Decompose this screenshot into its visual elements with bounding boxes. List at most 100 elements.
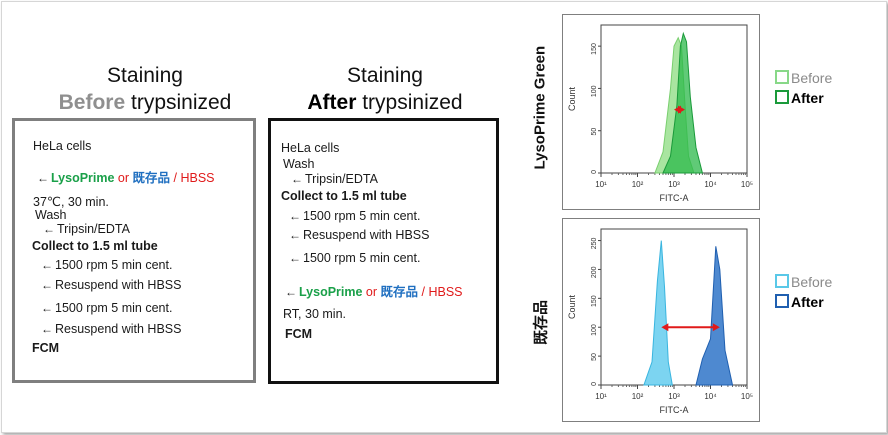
- y-axis-label: Count: [567, 295, 577, 320]
- step-collect: Collect to 1.5 ml tube: [32, 239, 158, 253]
- arrow-icon: ←: [289, 228, 301, 242]
- step-tripsin: ← Tripsin/EDTA: [43, 222, 130, 236]
- arrow-icon: ←: [41, 258, 53, 272]
- row-label-lysoprime: LysoPrime Green: [531, 45, 549, 170]
- histogram-panel-kizon: 10¹ 10² 10³ 10⁴ 10⁵ 0 50 100 150 200 250 FITC-A Coun…: [562, 218, 760, 422]
- step-incubation: RT, 30 min.: [283, 307, 346, 321]
- series-before: [643, 240, 673, 386]
- arrow-icon: ←: [41, 322, 53, 336]
- arrow-icon: ←: [289, 209, 301, 223]
- x-tick-label: 10⁴: [704, 392, 717, 401]
- y-tick-label: 250: [591, 237, 598, 249]
- arrow-icon: ←: [37, 171, 49, 185]
- shift-arrow-head-right: [677, 105, 685, 114]
- title-before-emph: Before: [58, 91, 126, 114]
- step-resusp2: ← Resuspend with HBSS: [41, 322, 181, 336]
- series-after: [695, 246, 734, 386]
- histogram-panel-lysoprime: 10¹ 10² 10³ 10⁴ 10⁵ 0 50 100 150 FITC-A Count: [562, 14, 760, 210]
- step-incubation: 37℃, 30 min.: [33, 195, 109, 209]
- y-axis-label: Count: [567, 87, 577, 112]
- protocol-after-box: HeLa cells Wash ← Tripsin/EDTA Collect to…: [268, 118, 499, 384]
- step-cent2: ← 1500 rpm 5 min cent.: [41, 301, 172, 315]
- step-cent1: ← 1500 rpm 5 min cent.: [289, 209, 420, 223]
- title-before: Staining Before trypsinized: [30, 62, 260, 116]
- title-after: Staining After trypsinized: [265, 62, 505, 116]
- title-after-emph: After: [307, 91, 357, 114]
- title-after-line1: Staining: [347, 64, 423, 87]
- reagent-or: or: [362, 285, 381, 299]
- reagent-kizon: 既存品: [380, 285, 419, 299]
- reagent-hbss: / HBSS: [170, 171, 215, 185]
- arrow-icon: ←: [41, 301, 53, 315]
- reagent-hbss: / HBSS: [418, 285, 463, 299]
- histogram-lysoprime: 10¹ 10² 10³ 10⁴ 10⁵ 0 50 100 150 FITC-A Count: [567, 24, 753, 203]
- reagent-lysoprime: LysoPrime: [299, 285, 363, 299]
- x-tick-label: 10⁵: [741, 180, 753, 189]
- step-fcm: FCM: [32, 341, 60, 355]
- step-collect: Collect to 1.5 ml tube: [281, 189, 407, 203]
- legend-swatch-before: [775, 274, 789, 288]
- step-resusp1: ← Resuspend with HBSS: [289, 228, 429, 242]
- arrow-icon: ←: [289, 251, 301, 265]
- x-tick-label: 10¹: [595, 180, 607, 189]
- step-tripsin-label: Tripsin/EDTA: [57, 222, 130, 236]
- step-resusp1-label: Resuspend with HBSS: [55, 278, 182, 292]
- row-label-kizon: 既存品: [532, 300, 550, 346]
- step-hela: HeLa cells: [281, 141, 340, 155]
- arrow-icon: ←: [291, 172, 303, 186]
- step-tripsin-label: Tripsin/EDTA: [305, 172, 378, 186]
- step-cent1-label: 1500 rpm 5 min cent.: [55, 258, 173, 272]
- x-axis-label: FITC-A: [660, 405, 689, 415]
- step-resusp2-label: Resuspend with HBSS: [55, 322, 182, 336]
- legend-label-after: After: [791, 294, 824, 310]
- step-cent1: ← 1500 rpm 5 min cent.: [41, 258, 172, 272]
- legend-swatch-after: [775, 294, 789, 308]
- reagent-kizon: 既存品: [132, 171, 171, 185]
- y-tick-label: 50: [591, 128, 598, 136]
- histogram-kizon: 10¹ 10² 10³ 10⁴ 10⁵ 0 50 100 150 200 250 FITC-A Coun…: [567, 228, 753, 415]
- legend-item-before: Before: [775, 272, 832, 292]
- series-after: [662, 31, 704, 174]
- legend-swatch-after: [775, 90, 789, 104]
- step-resusp1-label: Resuspend with HBSS: [303, 228, 430, 242]
- arrow-icon: ←: [43, 222, 55, 236]
- step-wash: Wash: [35, 208, 67, 222]
- y-tick-label: 0: [591, 170, 598, 174]
- title-after-rest: trypsinized: [356, 91, 463, 114]
- legend-label-before: Before: [791, 70, 833, 86]
- step-tripsin: ← Tripsin/EDTA: [291, 172, 378, 186]
- y-tick-label: 100: [591, 85, 598, 97]
- step-fcm: FCM: [285, 327, 313, 341]
- step-resusp1: ← Resuspend with HBSS: [41, 278, 181, 292]
- x-tick-label: 10¹: [595, 392, 607, 401]
- legend-item-after: After: [775, 292, 832, 312]
- title-before-rest: trypsinized: [125, 91, 232, 114]
- title-before-line1: Staining: [107, 64, 183, 87]
- step-wash: Wash: [283, 157, 315, 171]
- step-hela: HeLa cells: [33, 139, 92, 153]
- legend-item-after: After: [775, 88, 832, 108]
- x-tick-label: 10³: [668, 392, 680, 401]
- step-cent2: ← 1500 rpm 5 min cent.: [289, 251, 420, 265]
- y-tick-label: 100: [591, 324, 598, 336]
- x-axis-label: FITC-A: [660, 193, 689, 203]
- step-cent2-label: 1500 rpm 5 min cent.: [303, 251, 421, 265]
- step-reagent: ← LysoPrime or 既存品 / HBSS: [285, 281, 463, 300]
- legend-label-after: After: [791, 90, 824, 106]
- y-tick-label: 200: [591, 266, 598, 278]
- x-tick-label: 10²: [632, 392, 644, 401]
- y-tick-label: 150: [591, 295, 598, 307]
- arrow-icon: ←: [285, 285, 297, 299]
- legend-kizon: Before After: [775, 272, 832, 312]
- step-reagent: ← LysoPrime or 既存品 / HBSS: [37, 167, 215, 186]
- y-tick-label: 0: [591, 382, 598, 386]
- x-tick-label: 10³: [668, 180, 680, 189]
- y-tick-label: 150: [591, 43, 598, 55]
- legend-swatch-before: [775, 70, 789, 84]
- x-tick-label: 10⁵: [741, 392, 753, 401]
- x-tick-label: 10²: [632, 180, 644, 189]
- reagent-or: or: [114, 171, 133, 185]
- title-before-line2: Before trypsinized: [30, 89, 260, 116]
- y-tick-label: 50: [591, 353, 598, 361]
- step-cent2-label: 1500 rpm 5 min cent.: [55, 301, 173, 315]
